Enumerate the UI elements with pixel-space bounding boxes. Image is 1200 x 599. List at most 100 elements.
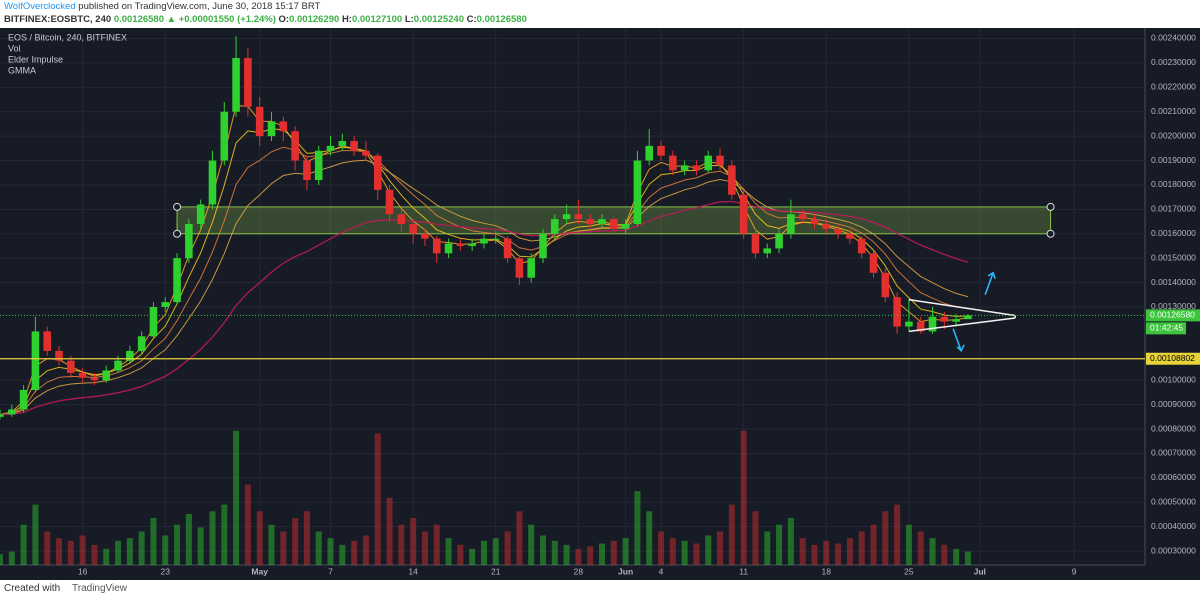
volume-bar xyxy=(233,430,240,565)
volume-bar xyxy=(894,504,901,565)
low: 0.00125240 xyxy=(413,14,464,25)
volume-bar xyxy=(244,484,251,565)
volume-bar xyxy=(44,531,51,565)
ema-line xyxy=(0,159,969,415)
quote-line: BITFINEX:EOSBTC, 240 0.00126580 ▲ +0.000… xyxy=(4,14,527,25)
candle-body xyxy=(798,214,807,220)
candle-body xyxy=(232,58,240,112)
volume-bar xyxy=(740,430,747,565)
brand[interactable]: TradingView xyxy=(72,583,128,594)
volume-bar xyxy=(705,535,712,565)
candle-body xyxy=(267,121,276,137)
last-price-label-bg xyxy=(1146,309,1200,322)
candle-body xyxy=(645,145,654,161)
candle-body xyxy=(562,214,571,220)
created-with: Created with xyxy=(4,583,61,594)
h-label: H: xyxy=(341,14,352,25)
y-tick-label: 0.00050000 xyxy=(1151,497,1196,507)
candle-body xyxy=(610,219,618,229)
candle-body xyxy=(432,238,441,254)
y-tick-label: 0.00030000 xyxy=(1151,545,1196,555)
volume-bar xyxy=(504,531,511,565)
y-tick-label: 0.00190000 xyxy=(1151,155,1196,165)
y-tick-label: 0.00060000 xyxy=(1151,472,1196,482)
ema-line xyxy=(0,200,969,416)
o-label: O: xyxy=(278,14,290,25)
candle-body xyxy=(893,297,901,327)
y-tick-label: 0.00170000 xyxy=(1151,204,1196,214)
volume-bar xyxy=(905,524,912,565)
y-tick-label: 0.00130000 xyxy=(1151,301,1196,311)
volume-bar xyxy=(351,540,358,565)
candle-body xyxy=(137,336,146,351)
candle-body xyxy=(102,370,111,381)
published: published on TradingView.com, June 30, 2… xyxy=(78,1,321,12)
candle-body xyxy=(362,150,370,156)
volume-bar xyxy=(516,511,523,565)
volume-bar xyxy=(599,543,606,565)
volume-bar xyxy=(776,524,783,565)
volume-bar xyxy=(846,538,853,565)
x-tick-label: 23 xyxy=(161,566,171,576)
chart-background xyxy=(0,28,1200,580)
candle-body xyxy=(480,238,488,244)
candle-body xyxy=(551,219,559,234)
y-tick-label: 0.00230000 xyxy=(1151,57,1196,67)
candle-body xyxy=(905,321,913,327)
y-tick-label: 0.00150000 xyxy=(1151,252,1196,262)
volume-bar xyxy=(91,544,98,565)
candle-body xyxy=(763,248,772,254)
candle-body xyxy=(586,219,594,225)
volume-bar xyxy=(622,538,629,565)
candle-body xyxy=(846,233,854,239)
x-tick-label: 7 xyxy=(328,566,333,576)
candle-body xyxy=(444,243,453,254)
support-label: 0.00108802 xyxy=(1150,353,1195,363)
footer: Created with TradingView xyxy=(0,580,1200,599)
zone-handle xyxy=(1046,229,1055,238)
candle-body xyxy=(78,372,87,378)
x-tick-label: 16 xyxy=(78,566,88,576)
candle-body xyxy=(822,224,831,229)
symbol: BITFINEX:EOSBTC, 240 xyxy=(4,14,112,25)
candle-body xyxy=(527,258,535,278)
plot-area xyxy=(0,36,1145,565)
candle-body xyxy=(692,165,701,171)
x-tick-label: 28 xyxy=(574,566,584,576)
volume-bar xyxy=(480,540,487,565)
x-tick-label: 4 xyxy=(659,566,664,576)
volume-bar xyxy=(150,518,157,565)
author[interactable]: WolfOverclocked xyxy=(4,1,76,12)
x-tick-label: 18 xyxy=(822,566,832,576)
open: 0.00126290 xyxy=(289,14,340,25)
candle-body xyxy=(621,224,630,229)
triangle-lower xyxy=(908,317,1016,333)
arrow-down xyxy=(952,328,965,353)
volume-bar xyxy=(185,513,192,565)
candle-body xyxy=(952,319,960,322)
candle-body xyxy=(716,155,724,166)
volume-bar xyxy=(799,538,806,565)
candle-body xyxy=(409,224,417,234)
y-tick-label: 0.00160000 xyxy=(1151,228,1196,238)
volume-bar xyxy=(362,535,369,565)
chart-title: EOS / Bitcoin, 240, BITFINEX xyxy=(8,32,127,42)
candle-body xyxy=(114,360,122,371)
volume-bar xyxy=(20,524,27,565)
candle-body xyxy=(208,160,217,205)
candle-body xyxy=(857,238,866,254)
volume-bar xyxy=(669,538,676,565)
x-tick-label: May xyxy=(251,566,268,576)
candle-body xyxy=(940,316,949,322)
candle-body xyxy=(67,360,75,373)
volume-bar xyxy=(32,504,39,565)
ema-line xyxy=(0,146,969,415)
candle-body xyxy=(869,253,878,273)
axes: 0.002500000.002400000.002300000.00220000… xyxy=(78,33,1200,576)
candle-body xyxy=(244,58,252,107)
candle-body xyxy=(633,160,642,225)
volume-bar xyxy=(563,544,570,565)
c-label: C: xyxy=(466,14,477,25)
arrow-up xyxy=(984,271,996,296)
header: WolfOverclocked published on TradingView… xyxy=(0,0,1200,28)
